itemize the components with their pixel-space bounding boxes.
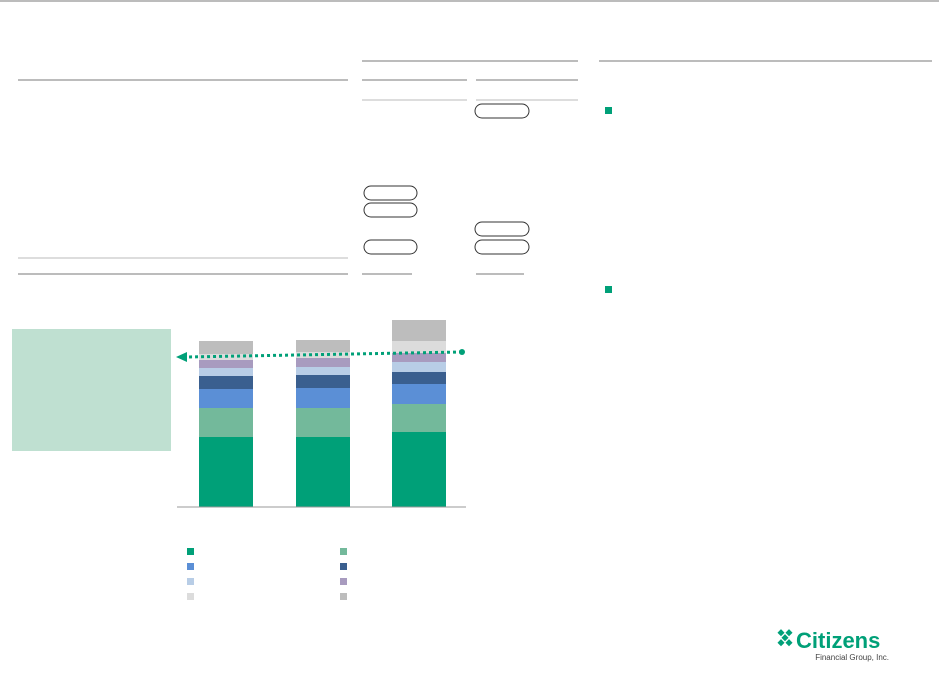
- highlight-pill: [474, 239, 530, 255]
- logo-mark: [777, 629, 793, 647]
- bar-segment: [392, 362, 446, 372]
- highlight-pill: [474, 103, 530, 119]
- bar-segment: [296, 340, 350, 352]
- bar-segment: [296, 375, 350, 388]
- trend-arrow: [185, 350, 463, 359]
- highlight-pill: [363, 185, 418, 201]
- chart: [187, 320, 446, 600]
- callout-box: [12, 329, 171, 451]
- bar-segment: [199, 360, 253, 368]
- legend-swatch: [340, 563, 347, 570]
- bar-segment: [296, 437, 350, 507]
- arrow-tail: [459, 349, 465, 355]
- legend-swatch: [340, 593, 347, 600]
- legend-swatch: [340, 578, 347, 585]
- bar-segment: [296, 388, 350, 408]
- bar-segment: [199, 408, 253, 437]
- legend-swatch: [340, 548, 347, 555]
- bar-segment: [199, 341, 253, 354]
- bar-segment: [199, 389, 253, 408]
- bullet: [605, 286, 612, 293]
- arrow-head: [176, 352, 187, 362]
- bar-segment: [392, 432, 446, 507]
- logo: Citizens Financial Group, Inc.: [777, 628, 889, 662]
- legend-swatch: [187, 548, 194, 555]
- bar-segment: [392, 372, 446, 384]
- highlight-pill: [474, 221, 530, 237]
- bullet: [605, 107, 612, 114]
- bar-segment: [392, 341, 446, 353]
- bar-segment: [199, 437, 253, 507]
- logo-tagline: Financial Group, Inc.: [815, 653, 889, 662]
- bar-segment: [296, 408, 350, 437]
- bar-segment: [392, 384, 446, 404]
- bar-segment: [296, 358, 350, 367]
- bar-segment: [392, 320, 446, 341]
- legend-swatch: [187, 593, 194, 600]
- bar-segment: [199, 376, 253, 389]
- highlight-pill: [363, 202, 418, 218]
- highlight-pill: [363, 239, 418, 255]
- bar-segment: [392, 404, 446, 432]
- bar-segment: [296, 367, 350, 375]
- bar-segment: [392, 353, 446, 362]
- legend-swatch: [187, 563, 194, 570]
- logo-name: Citizens: [796, 628, 880, 653]
- legend-swatch: [187, 578, 194, 585]
- bar-segment: [199, 368, 253, 376]
